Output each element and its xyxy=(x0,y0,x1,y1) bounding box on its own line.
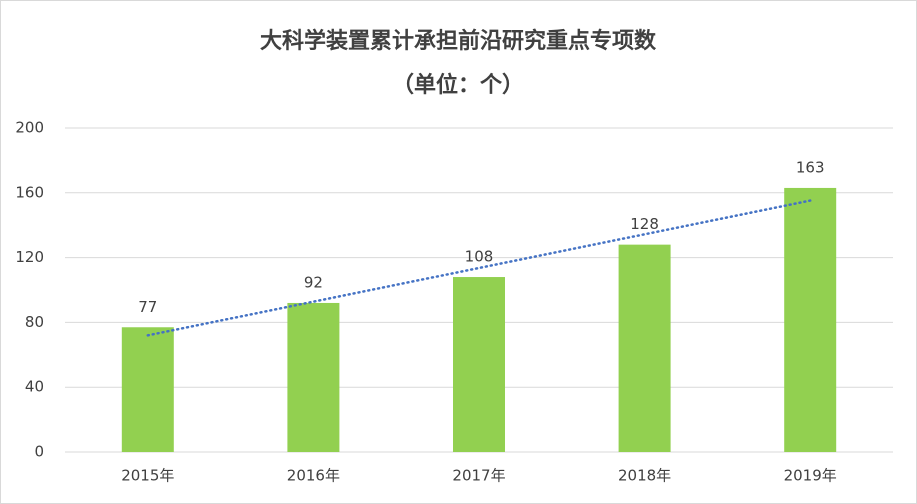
x-tick-label: 2015年 xyxy=(121,467,174,485)
bar xyxy=(453,277,505,452)
bar xyxy=(784,187,837,452)
y-tick-label: 0 xyxy=(34,443,44,461)
data-label: 92 xyxy=(304,273,323,291)
data-label: 108 xyxy=(465,248,494,266)
y-tick-label: 120 xyxy=(15,248,44,266)
x-tick-label: 2019年 xyxy=(784,467,837,485)
bar xyxy=(618,244,671,452)
data-label: 163 xyxy=(796,158,825,176)
bar xyxy=(121,327,174,452)
x-tick-label: 2017年 xyxy=(452,467,505,485)
chart-title: 大科学装置累计承担前沿研究重点专项数 xyxy=(260,28,657,54)
data-label: 77 xyxy=(138,298,157,316)
data-label: 128 xyxy=(630,215,659,233)
y-tick-label: 200 xyxy=(15,119,44,137)
y-tick-label: 80 xyxy=(25,313,44,331)
chart-subtitle: （单位：个） xyxy=(392,72,524,98)
x-tick-label: 2016年 xyxy=(287,467,340,485)
y-tick-label: 40 xyxy=(25,378,44,396)
x-tick-label: 2018年 xyxy=(618,467,671,485)
bar xyxy=(287,302,340,452)
y-tick-label: 160 xyxy=(15,183,44,201)
